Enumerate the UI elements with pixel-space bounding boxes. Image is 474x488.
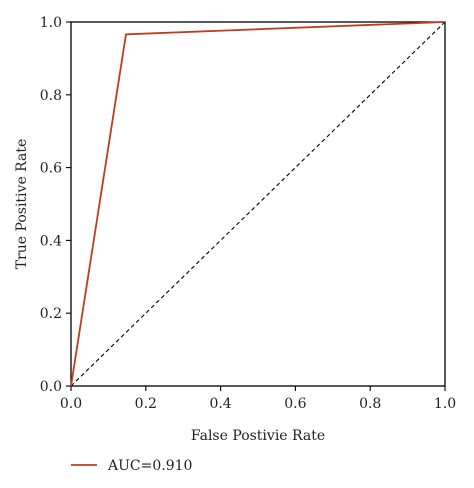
series-group [70,21,446,387]
x-tick-label: 1.0 [434,396,456,412]
legend-label: AUC=0.910 [107,458,192,474]
y-tick-label: 0.2 [40,306,62,322]
y-tick-label: 0.6 [40,161,62,177]
y-tick-label: 0.4 [40,233,62,249]
y-tick-label: 1.0 [40,15,62,31]
y-tick-label: 0.8 [40,88,62,104]
roc-curve-line [70,21,446,387]
x-axis-ticks: 0.0 0.2 0.4 0.6 0.8 1.0 [60,386,456,412]
legend: AUC=0.910 [71,458,192,474]
x-tick-label: 0.0 [60,396,82,412]
chance-diagonal-line [70,21,446,387]
x-tick-label: 0.8 [359,396,381,412]
x-tick-label: 0.4 [209,396,231,412]
plot-area-frame [70,21,446,387]
y-tick-label: 0.0 [40,379,62,395]
y-axis-ticks: 0.0 0.2 0.4 0.6 0.8 1.0 [40,15,71,395]
x-axis-label: False Postivie Rate [191,428,325,444]
x-tick-label: 0.2 [135,396,157,412]
x-tick-label: 0.6 [284,396,306,412]
y-axis-label: True Positive Rate [14,139,30,270]
